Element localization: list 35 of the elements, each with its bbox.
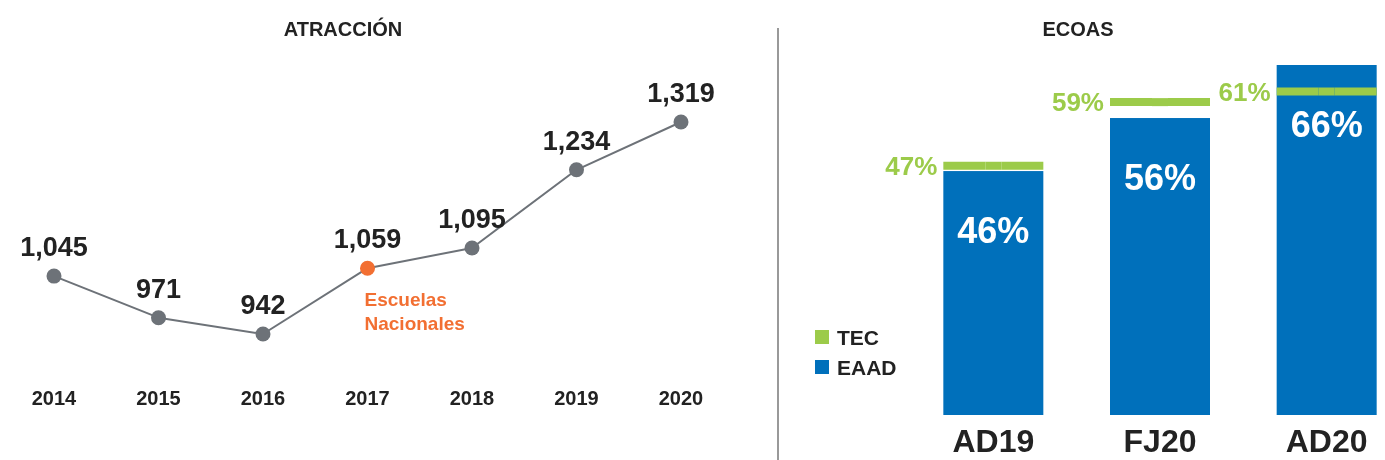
point: [255, 326, 271, 342]
data-label: 66%: [1290, 104, 1363, 145]
legend-label: EAAD: [837, 356, 897, 379]
x-tick-label: FJ20: [1123, 423, 1197, 459]
point: [360, 260, 375, 276]
chart-title: ECOAS: [1042, 18, 1114, 40]
x-tick-label: 2018: [449, 387, 495, 409]
data-label: 46%: [957, 210, 1030, 252]
data-label: 1,045: [20, 232, 88, 263]
legend-label: TEC: [837, 326, 879, 349]
data-label: 59%: [1051, 87, 1104, 118]
point: [673, 114, 689, 130]
data-label: 56%: [1123, 157, 1197, 199]
x-tick-label: 2014: [31, 387, 78, 409]
data-label: 942: [240, 290, 286, 320]
data-label: 47%: [885, 150, 938, 181]
annotation: Escuelas Nacionales: [364, 289, 465, 335]
x-tick-label: 2016: [240, 387, 286, 409]
data-label: 1,059: [333, 224, 402, 255]
x-tick-label: AD19: [952, 423, 1035, 459]
point: [46, 268, 62, 284]
chart-title: ATRACCIÓN: [283, 17, 403, 40]
data-label: 61%: [1218, 76, 1271, 107]
point: [569, 162, 584, 178]
point: [151, 310, 166, 326]
data-label: 1,319: [647, 78, 715, 108]
x-tick-label: 2015: [136, 387, 181, 409]
data-label: 971: [135, 273, 182, 304]
x-tick-label: 2017: [345, 387, 390, 409]
x-tick-label: AD20: [1285, 423, 1368, 459]
point: [464, 240, 480, 256]
x-tick-label: 2020: [658, 387, 704, 409]
data-label: 1,095: [438, 203, 506, 234]
x-tick-label: 2019: [554, 387, 599, 409]
data-label: 1,234: [542, 125, 611, 156]
